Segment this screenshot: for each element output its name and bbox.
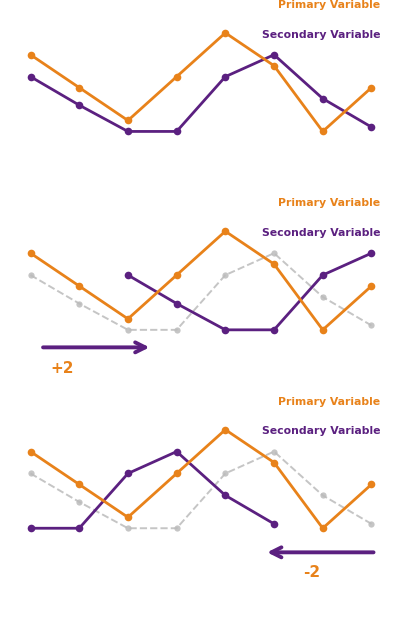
Text: Secondary Variable: Secondary Variable (262, 427, 380, 436)
Text: Primary Variable: Primary Variable (278, 0, 380, 10)
Text: Primary Variable: Primary Variable (278, 397, 380, 407)
Text: +2: +2 (50, 360, 74, 376)
Text: Secondary Variable: Secondary Variable (262, 30, 380, 40)
Text: Secondary Variable: Secondary Variable (262, 228, 380, 238)
Text: Primary Variable: Primary Variable (278, 198, 380, 208)
Text: -2: -2 (303, 565, 320, 580)
